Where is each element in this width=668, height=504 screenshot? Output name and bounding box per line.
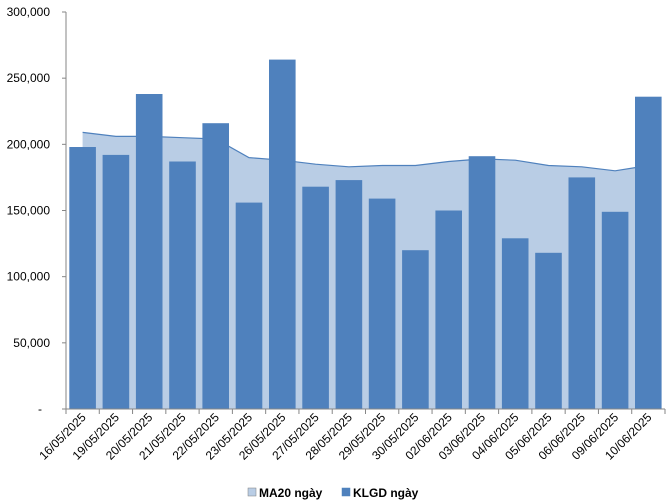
bar-klgd: [501, 238, 529, 409]
legend-label-ma20: MA20 ngày: [259, 486, 323, 500]
legend: MA20 ngày KLGD ngày: [247, 486, 419, 500]
bar-klgd: [402, 250, 429, 409]
legend-swatch-ma20: [247, 487, 257, 497]
y-axis: - 50,000 100,000 150,000 200,000 250,000 300,0…: [7, 5, 67, 416]
bar-klgd: [335, 180, 363, 409]
bar-klgd: [235, 202, 263, 409]
bar-klgd: [135, 94, 163, 409]
y-tick-label: 150,000: [7, 204, 51, 218]
y-tick-label: 250,000: [7, 71, 51, 85]
ma20-area: [82, 132, 649, 409]
legend-label-klgd: KLGD ngày: [353, 486, 419, 500]
y-tick-label: 200,000: [7, 137, 51, 151]
bar-klgd: [69, 147, 96, 409]
legend-swatch-klgd: [341, 487, 351, 497]
bar-klgd: [435, 210, 462, 409]
x-axis: 16/05/202519/05/202520/05/202521/05/2025…: [36, 408, 666, 463]
bar-layer: [69, 59, 662, 409]
y-tick-label: -: [38, 402, 42, 416]
bar-klgd: [169, 161, 196, 409]
y-tick-label: 100,000: [7, 270, 51, 284]
y-tick-label: 300,000: [7, 5, 51, 19]
y-tick-label: 50,000: [13, 336, 50, 350]
bar-klgd: [202, 123, 229, 409]
ma20-area-layer: [82, 131, 649, 409]
bar-klgd: [568, 177, 596, 409]
bar-klgd: [368, 198, 396, 409]
ma20-line: [82, 131, 649, 172]
bar-klgd: [468, 156, 496, 409]
bar-klgd: [102, 154, 130, 409]
bar-klgd: [302, 186, 329, 409]
bar-klgd: [601, 211, 629, 409]
bar-klgd: [535, 252, 562, 409]
bar-klgd: [635, 96, 662, 409]
bar-klgd: [269, 59, 296, 409]
